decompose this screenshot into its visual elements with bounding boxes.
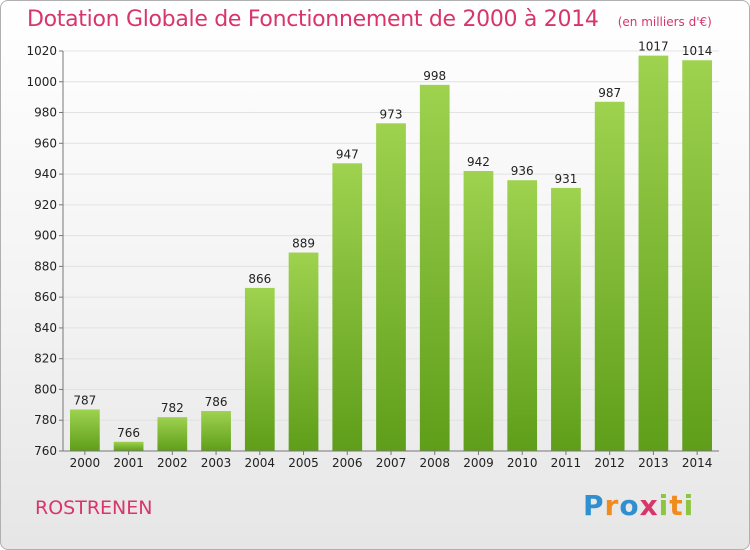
chart-title: Dotation Globale de Fonctionnement de 20… (27, 7, 599, 32)
axis-layer: 760 780 800 820 840 860 880 900 920 940 960 980 1000… (26, 44, 719, 470)
x-tick-label: 2011 (551, 456, 582, 470)
y-tick-label: 780 (34, 413, 57, 427)
value-label: 766 (117, 426, 140, 440)
y-tick-label: 820 (34, 352, 57, 366)
x-tick-label: 2003 (201, 456, 232, 470)
y-tick-label: 940 (34, 167, 57, 181)
y-tick-label: 960 (34, 136, 57, 150)
x-tick-label: 2006 (332, 456, 363, 470)
value-label: 947 (336, 147, 359, 161)
x-tick-label: 2013 (638, 456, 669, 470)
value-label: 786 (205, 395, 228, 409)
y-tick-label: 1020 (26, 44, 57, 58)
value-label: 787 (73, 393, 96, 407)
y-tick-label: 980 (34, 106, 57, 120)
bar-2011 (551, 187, 581, 451)
value-label: 936 (511, 164, 534, 178)
y-tick-label: 920 (34, 198, 57, 212)
bar-2010 (507, 180, 538, 451)
x-tick-label: 2008 (419, 456, 450, 470)
x-tick-label: 2001 (113, 456, 144, 470)
x-tick-label: 2014 (682, 456, 713, 470)
y-tick-label: 840 (34, 321, 57, 335)
bar-2013 (638, 55, 669, 451)
x-tick-label: 2005 (288, 456, 319, 470)
title-row: Dotation Globale de Fonctionnement de 20… (27, 7, 712, 32)
x-tick-label: 2010 (507, 456, 538, 470)
value-label: 1014 (682, 44, 713, 58)
bar-2002 (157, 417, 188, 451)
x-tick-label: 2002 (157, 456, 188, 470)
value-label: 987 (598, 86, 621, 100)
bar-2014 (682, 60, 713, 451)
y-tick-label: 860 (34, 290, 57, 304)
value-label: 889 (292, 237, 315, 251)
bar-2006 (332, 163, 363, 452)
bar-2000 (69, 409, 100, 451)
bar-2005 (288, 252, 319, 451)
y-tick-label: 760 (34, 444, 57, 458)
y-tick-label: 800 (34, 382, 57, 396)
unit-label: (en milliers d'€) (617, 15, 712, 29)
y-tick-label: 1000 (26, 75, 57, 89)
value-label: 866 (248, 272, 271, 286)
bar-2003 (201, 411, 231, 451)
bar-2001 (113, 441, 144, 451)
x-tick-label: 2004 (245, 456, 276, 470)
bar-2009 (463, 171, 494, 451)
x-tick-label: 2000 (70, 456, 101, 470)
bar-2004 (244, 287, 275, 451)
value-label: 1017 (638, 40, 669, 54)
value-label: 782 (161, 401, 184, 415)
bar-2008 (419, 84, 450, 451)
proxiti-logo[interactable]: Proxiti (583, 489, 695, 522)
x-tick-label: 2009 (463, 456, 494, 470)
y-tick-label: 880 (34, 259, 57, 273)
value-label: 942 (467, 155, 490, 169)
bar-2007 (376, 123, 406, 452)
commune-name: ROSTRENEN (35, 497, 153, 519)
bar-layer: 787 766 782 786 866 889 947 973 998 942 936 931 987 1… (69, 40, 713, 452)
value-label: 998 (423, 69, 446, 83)
value-label: 931 (554, 172, 577, 186)
x-tick-label: 2012 (594, 456, 625, 470)
x-tick-label: 2007 (376, 456, 407, 470)
bar-2012 (594, 101, 625, 452)
value-label: 973 (380, 107, 403, 121)
y-tick-label: 900 (34, 229, 57, 243)
